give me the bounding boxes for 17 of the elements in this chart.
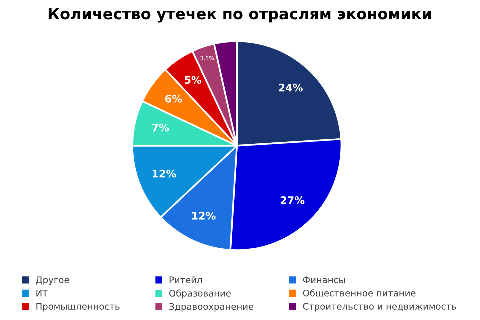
- data-label: 12%: [152, 170, 176, 178]
- legend-label: Промышленность: [36, 303, 120, 312]
- legend-label: Строительство и недвижимость: [303, 303, 456, 312]
- legend-label: Образование: [170, 290, 231, 299]
- data-label: 5%: [185, 76, 202, 84]
- data-label: 12%: [192, 212, 216, 220]
- data-label: 6%: [165, 94, 182, 103]
- legend-label: Общественное питание: [303, 290, 416, 298]
- data-label: 27%: [280, 196, 305, 204]
- data-label: 7%: [152, 124, 170, 132]
- legend-label: Здравоохранение: [170, 303, 254, 312]
- legend-label: Ритейл: [170, 276, 202, 284]
- legend-label: Финансы: [303, 276, 346, 284]
- data-label: 24%: [279, 84, 303, 92]
- legend-label: ИТ: [36, 290, 48, 297]
- chart-title: Количество утечек по отраслям экономики: [48, 8, 432, 23]
- legend-label: Другое: [36, 276, 70, 286]
